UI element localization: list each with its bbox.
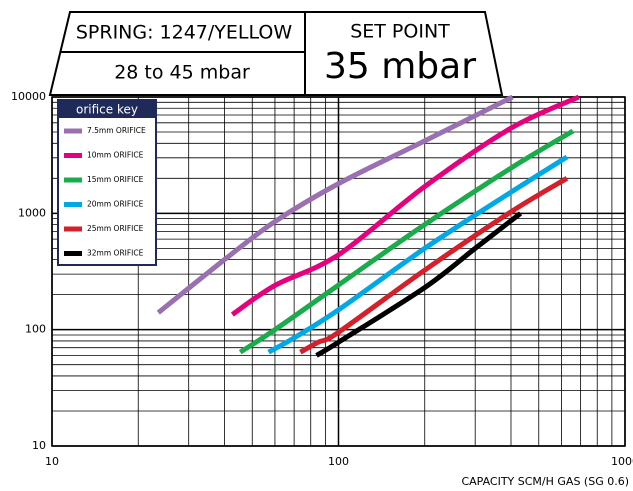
header-frame <box>48 11 504 96</box>
range: 28 to 45 mbar <box>114 62 250 84</box>
y-tick-label: 1000 <box>18 206 46 219</box>
legend-title: orifice key <box>76 103 138 117</box>
y-tick-label: 10000 <box>11 90 46 103</box>
series-line <box>299 176 569 355</box>
legend: orifice key 7.5mm ORIFICE 10mm ORIFICE 15mm… <box>57 99 157 266</box>
x-tick-label: 100 <box>328 455 349 468</box>
series-line <box>238 128 575 355</box>
legend-label: 10mm ORIFICE <box>87 151 144 160</box>
x-tick-label: 10 <box>45 455 59 468</box>
legend-label: 15mm ORIFICE <box>87 175 144 184</box>
spring: SPRING: 1247/YELLOW <box>76 22 293 44</box>
set-point-label: SET POINT <box>350 21 450 43</box>
legend-label: 25mm ORIFICE <box>87 224 144 233</box>
set-point: 35 mbar <box>324 46 476 87</box>
legend-label: 7.5mm ORIFICE <box>87 126 146 135</box>
y-tick-label: 10 <box>32 439 46 452</box>
x-axis-label: CAPACITY SCM/H GAS (SG 0.6) <box>461 475 629 488</box>
legend-header <box>58 100 156 118</box>
header-box: SPRING: 1247/YELLOW 28 to 45 mbar SET PO… <box>48 11 504 96</box>
series-line <box>267 154 569 355</box>
legend-label: 20mm ORIFICE <box>87 200 144 209</box>
series-line <box>230 94 580 317</box>
series-line <box>315 211 523 358</box>
legend-label: 32mm ORIFICE <box>87 249 144 258</box>
series-line <box>156 94 514 315</box>
y-tick-label: 100 <box>25 323 46 336</box>
x-tick-label: 1000 <box>611 455 633 468</box>
